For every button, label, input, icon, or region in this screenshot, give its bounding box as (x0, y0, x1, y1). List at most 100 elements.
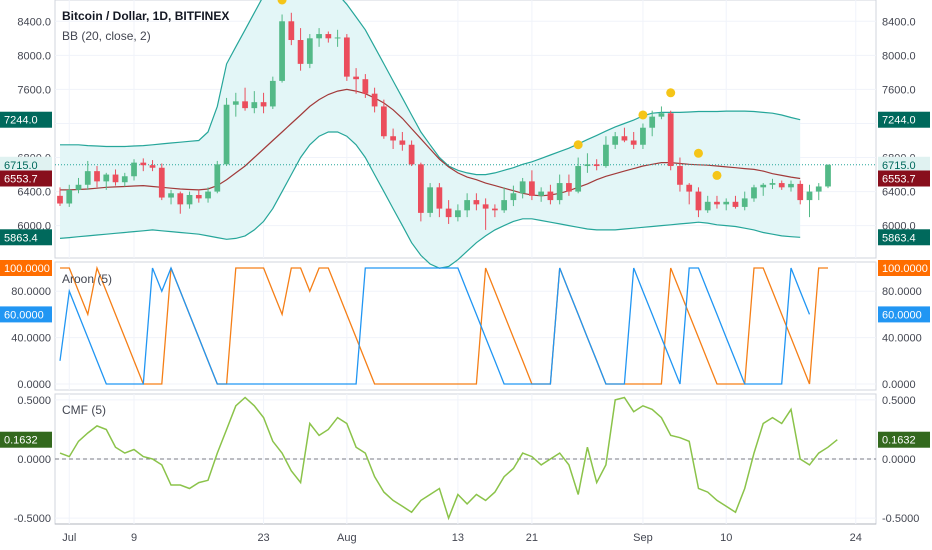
candle[interactable] (732, 195, 739, 209)
candle[interactable] (353, 68, 359, 94)
candle[interactable] (121, 172, 128, 187)
candle-body (297, 40, 304, 64)
candle-body (658, 113, 665, 117)
candle[interactable] (177, 191, 184, 214)
candle[interactable] (714, 195, 720, 209)
candle[interactable] (658, 106, 665, 120)
candle[interactable] (325, 31, 332, 43)
candle[interactable] (168, 189, 174, 205)
candle[interactable] (788, 180, 794, 192)
candle[interactable] (205, 187, 211, 203)
candle[interactable] (390, 128, 396, 150)
candle[interactable] (723, 198, 730, 211)
candle[interactable] (269, 76, 276, 109)
candle[interactable] (806, 184, 813, 218)
candle[interactable] (112, 169, 119, 186)
candle[interactable] (362, 74, 369, 98)
candle[interactable] (251, 91, 258, 114)
candle[interactable] (667, 110, 674, 171)
candle[interactable] (306, 34, 313, 69)
candle-body (547, 191, 554, 201)
candle[interactable] (334, 29, 341, 47)
x-tick-label: Jul (62, 532, 76, 544)
candle[interactable] (417, 162, 424, 222)
candle[interactable] (242, 87, 248, 111)
candle[interactable] (593, 159, 600, 171)
candle[interactable] (223, 97, 230, 167)
candle[interactable] (279, 14, 285, 83)
candle[interactable] (815, 183, 822, 201)
candle[interactable] (510, 185, 517, 207)
candle[interactable] (760, 183, 767, 196)
candle-body (667, 113, 674, 167)
aroon-label-aroon_down-bg (878, 306, 930, 323)
candle[interactable] (584, 153, 591, 173)
candle[interactable] (343, 34, 350, 81)
candle[interactable] (103, 172, 110, 190)
candle[interactable] (519, 177, 526, 199)
candle[interactable] (751, 184, 757, 202)
candle[interactable] (149, 160, 156, 172)
candle[interactable] (371, 87, 378, 113)
candle[interactable] (797, 180, 804, 205)
candle[interactable] (640, 123, 646, 150)
candle[interactable] (214, 160, 221, 194)
candle-body (66, 189, 73, 204)
candle[interactable] (621, 127, 628, 143)
candle[interactable] (529, 170, 535, 201)
candle[interactable] (427, 183, 433, 218)
candle[interactable] (769, 178, 776, 190)
candle[interactable] (445, 200, 452, 224)
candle[interactable] (288, 12, 295, 46)
candle[interactable] (297, 28, 304, 71)
candle-body (704, 201, 711, 211)
candle[interactable] (575, 157, 582, 194)
candle[interactable] (57, 187, 63, 207)
candle[interactable] (131, 159, 137, 181)
candle[interactable] (649, 110, 656, 137)
candle[interactable] (473, 193, 480, 211)
candle[interactable] (75, 177, 82, 194)
candle[interactable] (695, 187, 702, 218)
candle[interactable] (492, 204, 498, 218)
candle-body (417, 164, 424, 213)
candle[interactable] (501, 187, 508, 213)
candle[interactable] (399, 131, 406, 151)
candle[interactable] (704, 195, 711, 213)
candle[interactable] (538, 187, 545, 202)
candle[interactable] (556, 174, 563, 205)
candle-body (343, 37, 350, 77)
candle[interactable] (94, 166, 100, 188)
candle[interactable] (612, 131, 619, 150)
candle[interactable] (84, 160, 91, 190)
candle[interactable] (195, 189, 202, 203)
candle[interactable] (686, 183, 693, 205)
candle[interactable] (778, 180, 785, 190)
cmf-label-bg (878, 431, 930, 448)
candle[interactable] (630, 131, 637, 150)
candle[interactable] (66, 184, 73, 207)
candle[interactable] (316, 28, 322, 47)
candle[interactable] (380, 99, 387, 139)
candle[interactable] (482, 198, 489, 230)
candle[interactable] (260, 92, 267, 114)
x-tick-label: Aug (337, 532, 357, 544)
candle[interactable] (603, 136, 609, 168)
price-label-bb_basis-left: 6553.7 (0, 170, 52, 187)
candle[interactable] (455, 204, 461, 222)
candle[interactable] (547, 184, 554, 205)
candle[interactable] (158, 163, 165, 201)
candle-body (362, 79, 369, 94)
candle[interactable] (436, 183, 443, 218)
candle[interactable] (741, 191, 748, 211)
bb-upper-line (60, 0, 801, 176)
candle[interactable] (232, 92, 239, 117)
candle[interactable] (677, 157, 683, 192)
candle[interactable] (566, 174, 572, 196)
candle[interactable] (408, 140, 415, 167)
candle[interactable] (140, 158, 147, 172)
candle[interactable] (825, 164, 831, 189)
candle[interactable] (186, 191, 193, 209)
candle[interactable] (464, 193, 471, 218)
